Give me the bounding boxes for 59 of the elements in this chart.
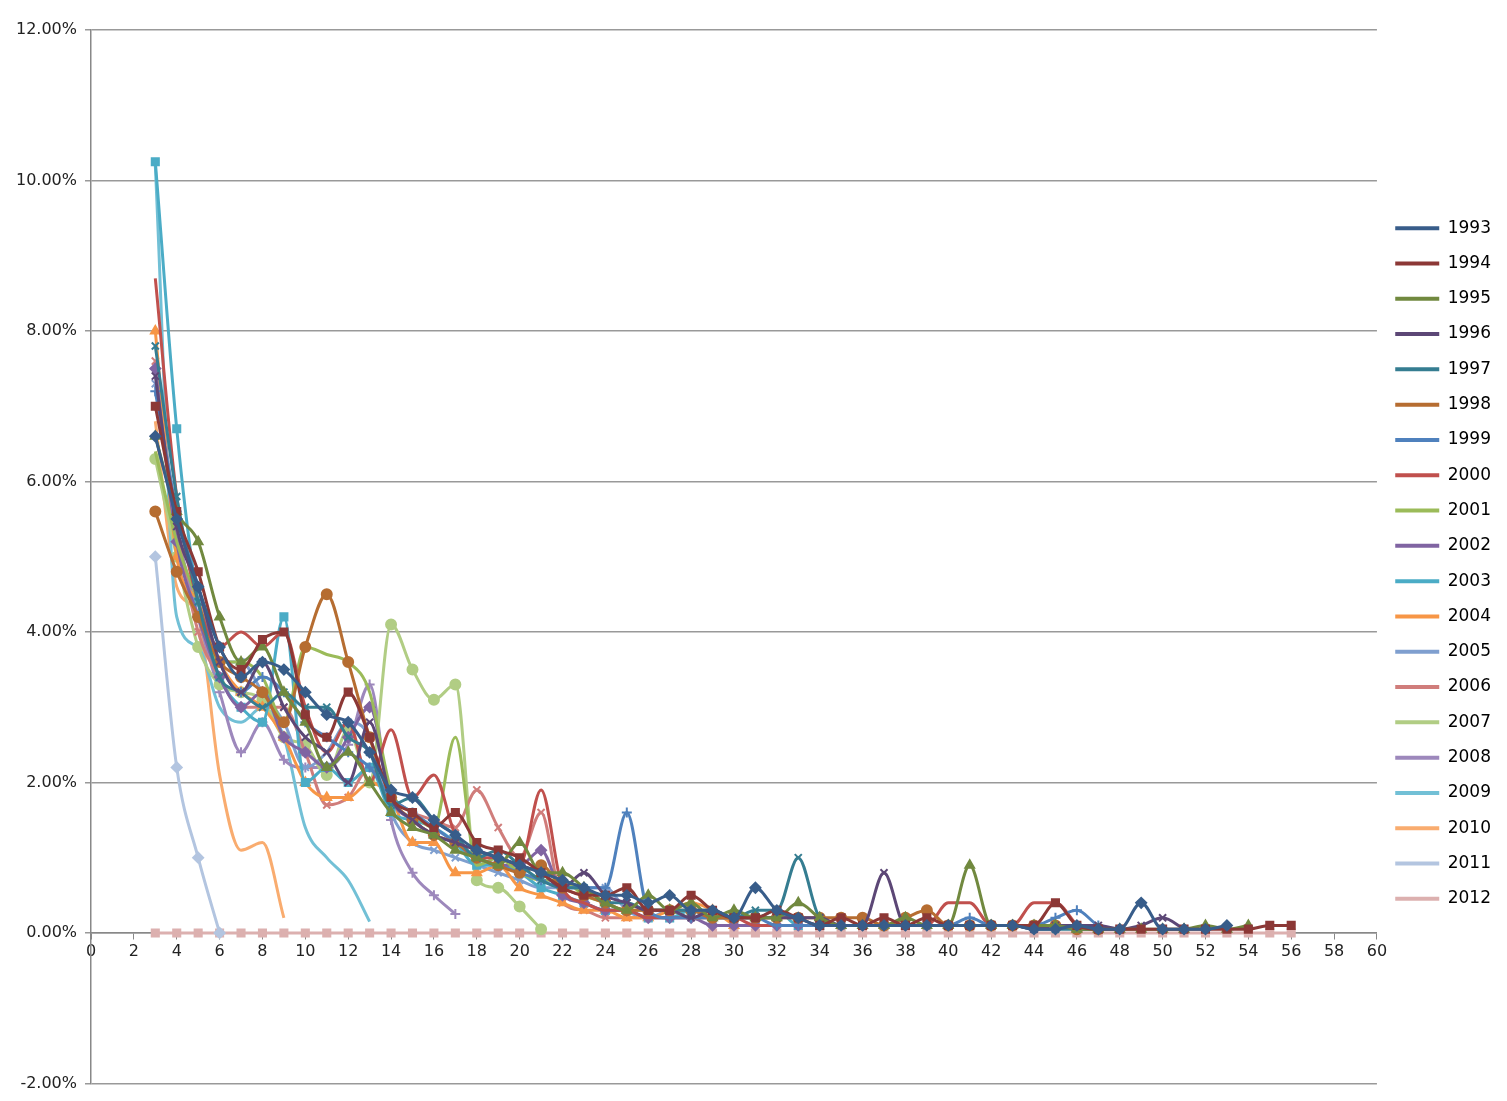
y-tick-label: 0.00% [26,922,78,942]
x-tick-label: 20 [509,940,530,960]
x-tick-label: 26 [638,940,659,960]
y-tick-label: 6.00% [26,470,78,490]
x-tick-label: 44 [1023,940,1045,960]
legend-label: 1996 [1447,322,1491,343]
x-tick-label: 30 [723,940,745,960]
legend-label: 2008 [1447,746,1491,767]
x-tick-label: 0 [85,940,97,960]
legend-label: 1997 [1447,357,1491,378]
y-tick-label: 8.00% [26,320,78,340]
y-tick-label: 2.00% [26,771,78,791]
x-tick-label: 46 [1066,940,1088,960]
legend-label: 2010 [1447,816,1491,837]
legend-label: 2002 [1447,534,1491,555]
x-tick-label: 22 [552,940,573,960]
x-tick-label: 38 [895,940,916,960]
x-tick-label: 60 [1366,940,1388,960]
legend-label: 2003 [1447,569,1491,590]
x-tick-label: 4 [171,940,182,960]
x-tick-label: 48 [1109,940,1130,960]
x-tick-label: 36 [852,940,873,960]
legend-label: 2000 [1447,463,1491,484]
x-tick-label: 42 [980,940,1002,960]
x-tick-label: 40 [938,940,959,960]
x-tick-label: 56 [1281,940,1302,960]
x-tick-label: 8 [257,940,268,960]
legend-label: 2012 [1447,887,1491,908]
legend-label: 2006 [1447,675,1491,696]
x-tick-label: 18 [466,940,487,960]
x-tick-label: 12 [338,940,359,960]
legend-label: 1995 [1447,287,1491,308]
legend-label: 2007 [1447,710,1491,731]
x-tick-label: 28 [680,940,702,960]
x-tick-label: 54 [1238,940,1259,960]
x-tick-label: 50 [1152,940,1173,960]
x-tick-label: 34 [809,940,830,960]
legend-label: 2005 [1447,640,1491,661]
x-tick-label: 58 [1323,940,1345,960]
legend-label: 1999 [1447,428,1491,449]
legend-label: 1998 [1447,393,1491,414]
y-tick-label: -2.00% [20,1072,78,1092]
legend-label: 1994 [1447,251,1491,272]
legend-label: 2011 [1447,851,1491,872]
x-tick-label: 14 [380,940,402,960]
y-tick-label: 12.00% [15,19,78,39]
x-tick-label: 32 [766,940,788,960]
legend-label: 2004 [1447,604,1491,625]
legend-label: 1993 [1447,216,1491,237]
x-tick-label: 6 [214,940,225,960]
x-tick-label: 52 [1195,940,1216,960]
x-tick-label: 16 [423,940,445,960]
x-tick-label: 10 [295,940,316,960]
legend-label: 2009 [1447,781,1491,802]
y-tick-label: 10.00% [15,169,78,189]
x-tick-label: 24 [595,940,616,960]
legend-label: 2001 [1447,498,1491,519]
x-tick-label: 2 [128,940,139,960]
y-tick-label: 4.00% [26,621,78,641]
